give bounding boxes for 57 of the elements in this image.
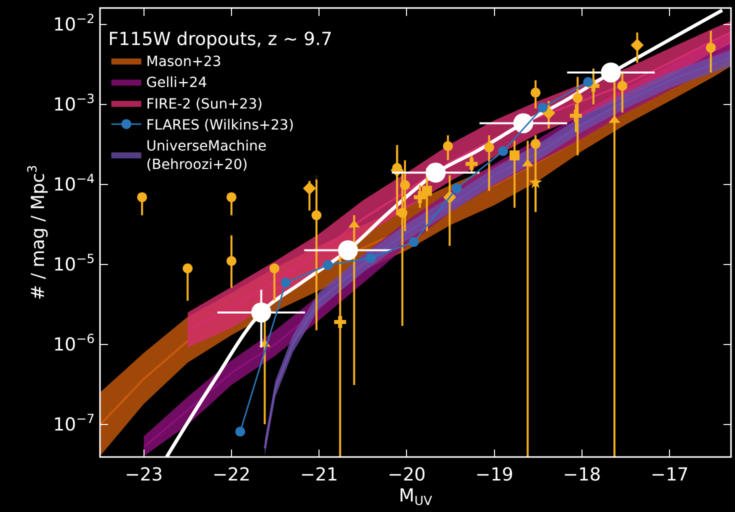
point [269, 263, 280, 274]
point [466, 158, 478, 170]
point [302, 182, 316, 195]
point [442, 141, 453, 152]
y-tick-label: 10$^{−7}$ [53, 411, 95, 436]
legend-label: FIRE-2 (Sun+23) [146, 96, 263, 112]
y-tick-label: 10$^{−6}$ [53, 331, 95, 356]
y-tick-label: 10$^{−5}$ [53, 251, 95, 276]
y-tick-label: 10$^{−3}$ [53, 91, 95, 116]
point [414, 191, 426, 204]
x-tick-label: −22 [212, 464, 250, 486]
point [422, 186, 432, 196]
point [510, 150, 520, 160]
point [366, 252, 376, 263]
x-tick-label: −18 [563, 464, 602, 486]
point [311, 210, 322, 220]
x-tick-label: −21 [300, 464, 338, 486]
legend-label: FLARES (Wilkins+23) [146, 118, 294, 134]
point [235, 426, 246, 437]
y-tick-label: 10$^{−4}$ [53, 171, 95, 196]
point [322, 260, 333, 270]
point [280, 278, 291, 288]
legend-label: Gelli+24 [146, 75, 208, 92]
legend-label: Mason+23 [146, 54, 222, 70]
y-tick-label: 10$^{−2}$ [53, 11, 95, 36]
legend-title: F115W dropouts, z ∼ 9.7 [108, 28, 332, 50]
point [182, 263, 193, 274]
point [226, 192, 236, 202]
point [334, 316, 346, 328]
x-axis-title: M$_{UV}$ [398, 485, 433, 508]
point [498, 146, 508, 156]
point [137, 192, 148, 202]
point [397, 208, 408, 218]
point [538, 102, 548, 113]
point [408, 237, 419, 248]
point [583, 77, 594, 88]
point [452, 183, 462, 194]
point [251, 302, 272, 322]
point [484, 142, 494, 152]
point [630, 38, 644, 52]
point [706, 42, 716, 53]
point [570, 110, 582, 122]
x-tick-label: −17 [650, 464, 689, 486]
point [226, 256, 236, 266]
point [400, 180, 410, 190]
point [617, 80, 628, 91]
point [530, 138, 541, 149]
legend-label: UniverseMachine (Behroozi+20) [146, 138, 266, 173]
point [338, 240, 358, 260]
point [426, 162, 446, 183]
point [530, 88, 541, 98]
x-tick-label: −20 [388, 464, 426, 486]
x-tick-label: −23 [124, 464, 163, 486]
point [600, 62, 621, 82]
point [572, 92, 583, 103]
point [513, 113, 534, 134]
x-tick-label: −19 [475, 464, 514, 486]
